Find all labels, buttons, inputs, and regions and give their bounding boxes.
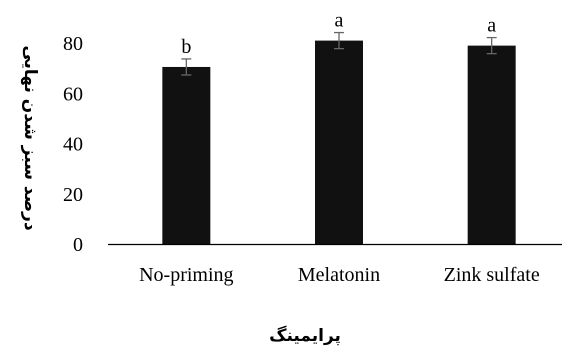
y-tick-label: 0	[73, 234, 83, 256]
y-tick-label: 60	[63, 83, 83, 105]
significance-letter: a	[335, 10, 344, 32]
x-axis-ticks: No-priming Melatonin Zink sulfate	[139, 264, 540, 286]
bars	[162, 40, 516, 244]
y-tick-label: 80	[63, 33, 83, 55]
x-tick-label: Melatonin	[298, 264, 380, 286]
bar	[162, 66, 211, 244]
y-axis-title: درصد سبز شدن نهایی	[20, 45, 40, 231]
significance-letter: b	[181, 36, 191, 58]
significance-letter: a	[487, 15, 496, 37]
x-tick-label: No-priming	[139, 264, 233, 286]
y-tick-label: 40	[63, 134, 83, 156]
bar	[467, 45, 516, 244]
x-axis-title: پرایمینگ	[269, 325, 341, 346]
y-tick-label: 20	[63, 184, 83, 206]
error-bars	[181, 31, 497, 76]
x-tick-label: Zink sulfate	[444, 264, 540, 286]
significance-letters: b a a	[181, 10, 496, 58]
bar	[315, 40, 363, 244]
y-axis-ticks: 0 20 40 60 80	[63, 33, 83, 256]
